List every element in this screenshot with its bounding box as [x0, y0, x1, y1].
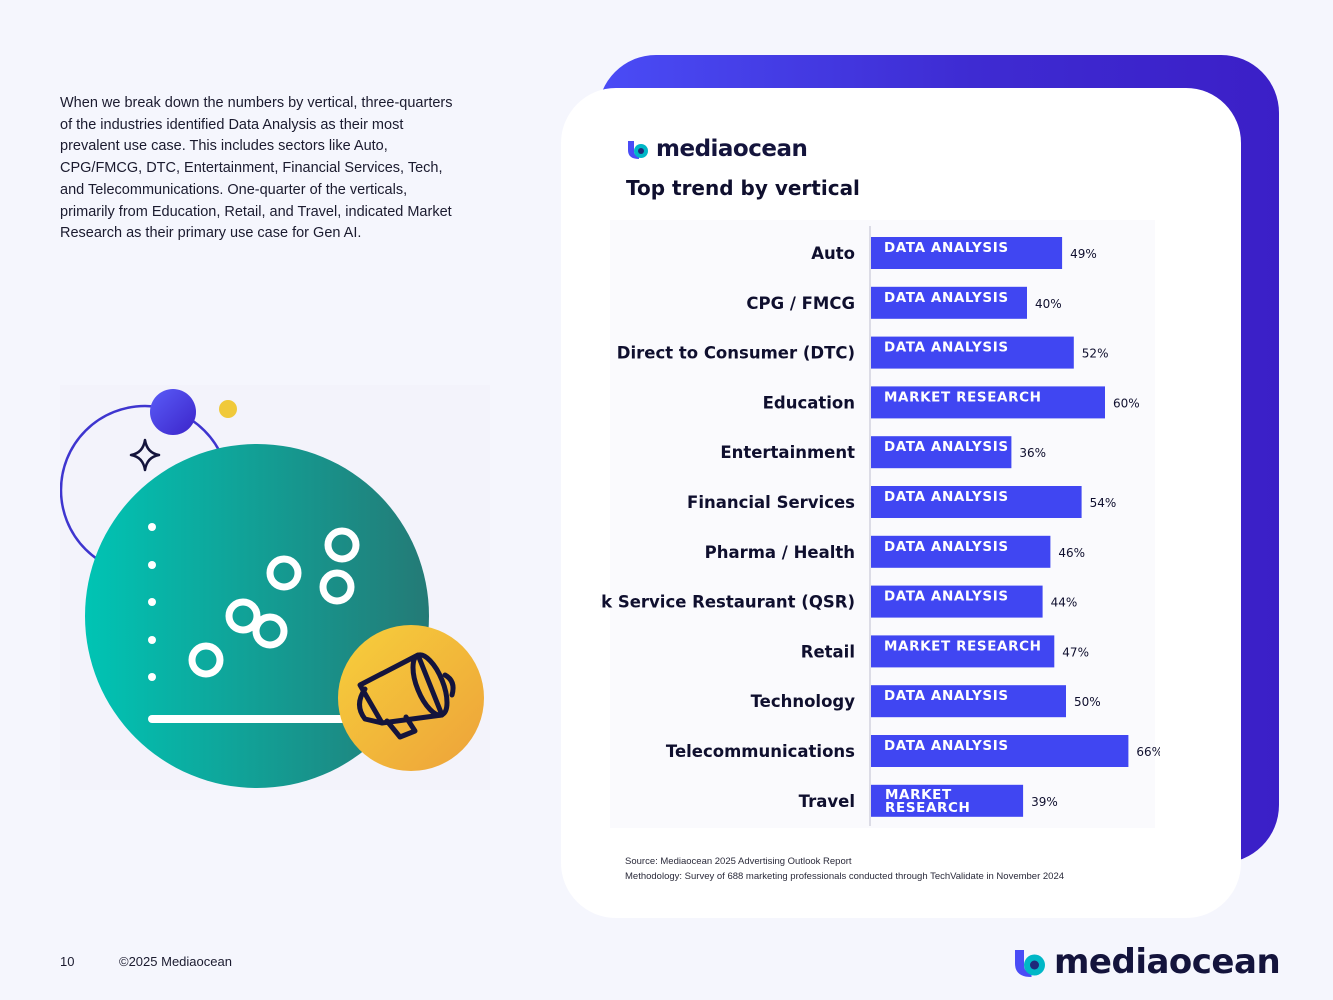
- category-label: Pharma / Health: [705, 543, 855, 562]
- value-label: 40%: [1035, 297, 1062, 311]
- bar-chart: Auto DATA ANALYSIS 49% CPG / FMCG DATA ANALY…: [600, 220, 1160, 828]
- category-label: Financial Services: [687, 493, 855, 512]
- category-label: CPG / FMCG: [746, 294, 855, 313]
- value-label: 60%: [1113, 396, 1140, 410]
- scatter-megaphone-illustration: [60, 385, 490, 790]
- page-number: 10: [60, 954, 75, 969]
- category-label: Retail: [801, 642, 855, 661]
- footer-wordmark: mediaocean: [1054, 942, 1281, 982]
- blue-dot: [150, 389, 196, 435]
- intro-paragraph: When we break down the numbers by vertic…: [60, 95, 453, 242]
- value-label: 47%: [1062, 645, 1089, 659]
- source-note: Source: Mediaocean 2025 Advertising Outl…: [625, 856, 852, 867]
- bar-label: DATA ANALYSIS: [884, 688, 1009, 704]
- plot-background: [610, 220, 1155, 828]
- gold-circle: [338, 625, 484, 771]
- bar-label: DATA ANALYSIS: [884, 240, 1009, 256]
- bar-label: DATA ANALYSIS: [884, 738, 1009, 754]
- value-label: 44%: [1051, 596, 1078, 610]
- bar-label: DATA ANALYSIS: [884, 539, 1009, 555]
- value-label: 66%: [1136, 745, 1160, 759]
- bar: [871, 386, 1105, 419]
- value-label: 52%: [1082, 347, 1109, 361]
- bar: [871, 784, 1024, 817]
- sparkle-icon: [129, 438, 161, 472]
- bar: [871, 486, 1082, 518]
- bar: [871, 685, 1066, 718]
- bar: [871, 735, 1129, 767]
- methodology-note: Methodology: Survey of 688 marketing pro…: [625, 871, 1065, 882]
- category-label: Technology: [751, 692, 856, 711]
- bar-label: MARKET: [885, 787, 952, 803]
- copyright: ©2025 Mediaocean: [119, 954, 232, 969]
- category-label: Travel: [799, 792, 855, 811]
- scatter-plot-icon: [148, 523, 378, 723]
- category-label: Direct to Consumer (DTC): [617, 344, 855, 363]
- megaphone-icon: [357, 652, 456, 740]
- bar: [871, 535, 1051, 568]
- brand-wordmark: mediaocean: [656, 136, 808, 162]
- value-label: 46%: [1058, 546, 1085, 560]
- brand-logo: mediaocean: [626, 136, 808, 162]
- bar: [871, 635, 1055, 668]
- value-label: 54%: [1090, 496, 1117, 510]
- chart-title: Top trend by vertical: [626, 176, 860, 200]
- bar-label: MARKET RESEARCH: [884, 389, 1041, 405]
- bar-label: DATA ANALYSIS: [884, 489, 1009, 505]
- bar-label: DATA ANALYSIS: [884, 340, 1009, 356]
- value-label: 39%: [1031, 795, 1058, 809]
- category-label: Entertainment: [720, 443, 855, 462]
- bar: [871, 585, 1043, 618]
- bar: [871, 436, 1012, 469]
- value-label: 49%: [1070, 247, 1097, 261]
- category-label: Quick Service Restaurant (QSR): [600, 593, 855, 612]
- category-label: Auto: [811, 244, 855, 263]
- bar: [871, 336, 1074, 369]
- bar-label: RESEARCH: [885, 800, 970, 816]
- yellow-dot: [219, 400, 237, 418]
- bar-label: DATA ANALYSIS: [884, 290, 1009, 306]
- value-label: 36%: [1019, 446, 1046, 460]
- value-label: 50%: [1074, 695, 1101, 709]
- mediaocean-logo-icon: [628, 141, 648, 159]
- mediaocean-logo-icon: [1015, 950, 1045, 977]
- footer-logo: mediaocean: [1012, 942, 1281, 982]
- bar-label: MARKET RESEARCH: [884, 638, 1041, 654]
- category-label: Education: [763, 393, 855, 412]
- bar-label: DATA ANALYSIS: [884, 589, 1009, 605]
- bar: [871, 237, 1063, 269]
- category-label: Telecommunications: [666, 742, 855, 761]
- bar: [871, 286, 1027, 319]
- bar-label: DATA ANALYSIS: [884, 439, 1009, 455]
